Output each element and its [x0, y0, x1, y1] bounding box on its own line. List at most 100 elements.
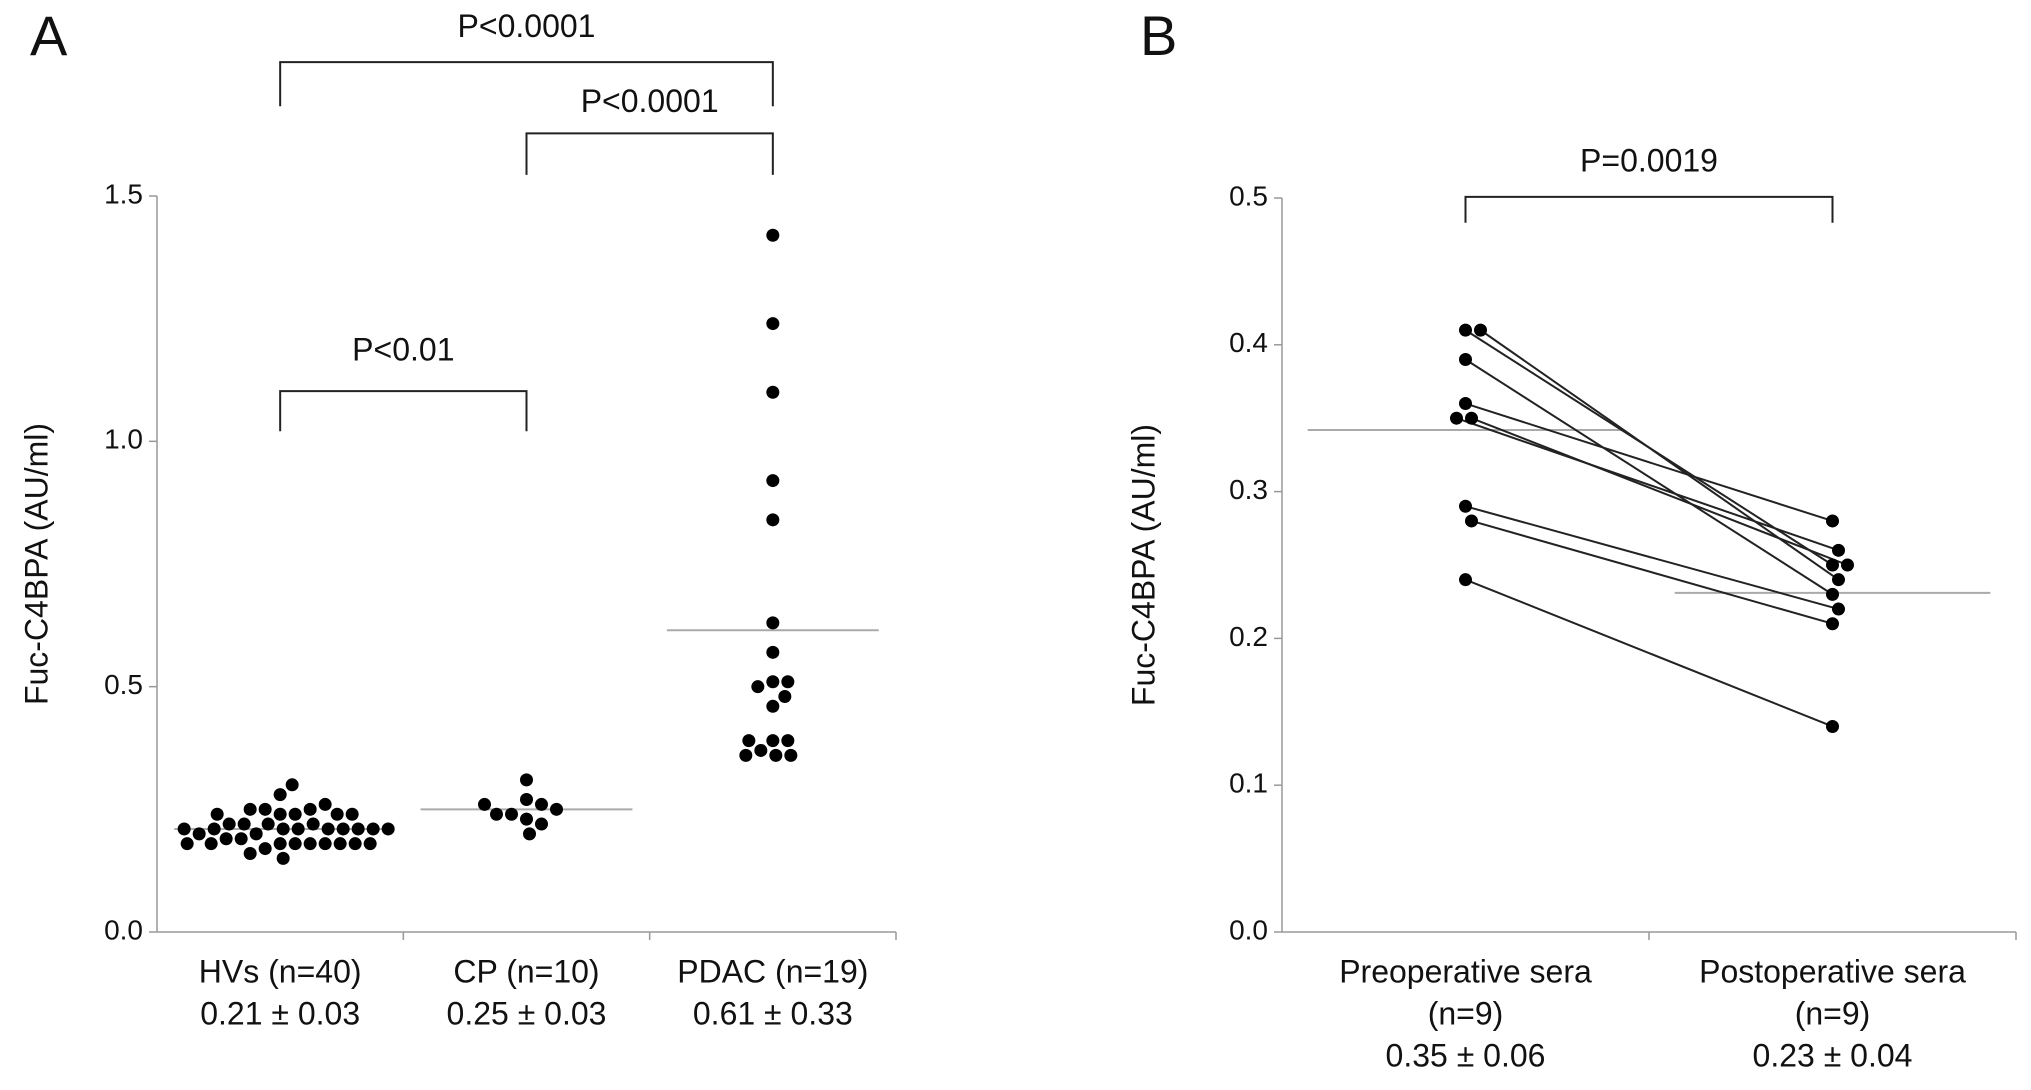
data-point — [520, 773, 533, 787]
data-point — [766, 645, 780, 659]
data-point — [490, 807, 503, 821]
pair-line — [1465, 402, 1833, 522]
x-tick-label: Postoperative sera — [1699, 953, 1966, 989]
panel-label: B — [1140, 4, 1177, 67]
data-point — [336, 822, 350, 836]
data-point — [781, 675, 795, 689]
data-point — [291, 822, 305, 836]
pair-line — [1456, 417, 1839, 552]
x-tick-label: (n=9) — [1428, 995, 1504, 1031]
data-point — [766, 385, 780, 399]
x-tick-label: Preoperative sera — [1339, 953, 1592, 989]
significance-bracket — [279, 61, 774, 107]
pair-line — [1464, 358, 1834, 596]
y-tick-label: 0.3 — [1229, 474, 1268, 505]
data-point — [766, 228, 780, 242]
data-point — [207, 822, 221, 836]
data-point — [366, 822, 380, 836]
data-point — [330, 807, 344, 821]
data-point — [285, 778, 299, 792]
y-tick-label: 0.0 — [104, 914, 143, 945]
data-point — [204, 837, 218, 851]
data-point — [1459, 352, 1472, 366]
data-point — [363, 837, 377, 851]
data-point — [1459, 499, 1472, 513]
data-point — [210, 807, 224, 821]
data-point — [273, 837, 287, 851]
data-point — [520, 793, 533, 807]
data-point — [348, 837, 362, 851]
data-point — [318, 837, 332, 851]
data-point — [739, 748, 753, 762]
data-point — [1465, 411, 1478, 425]
y-tick-label: 0.5 — [104, 669, 143, 700]
significance-bracket — [1464, 195, 1834, 223]
y-tick-label: 0.0 — [1229, 914, 1268, 945]
pair-line — [1471, 519, 1833, 625]
data-point — [766, 317, 780, 331]
data-point — [306, 817, 320, 831]
p-value: P=0.0019 — [1580, 143, 1718, 179]
y-axis-title: Fuc-C4BPA (AU/ml) — [18, 423, 54, 705]
x-tick-label: 0.61 ± 0.33 — [693, 995, 853, 1031]
p-value: P<0.0001 — [581, 83, 719, 119]
data-point — [180, 837, 194, 851]
data-point — [345, 807, 359, 821]
data-point — [333, 837, 347, 851]
data-point — [303, 802, 317, 816]
data-point — [192, 827, 206, 841]
x-tick-label: 0.21 ± 0.03 — [200, 995, 360, 1031]
pair-line — [1465, 578, 1833, 728]
data-point — [535, 797, 548, 811]
significance-bracket — [279, 390, 528, 432]
data-point — [535, 817, 548, 831]
data-point — [1465, 514, 1478, 528]
data-point — [505, 807, 518, 821]
data-point — [766, 616, 780, 630]
data-point — [381, 822, 395, 836]
data-point — [258, 802, 272, 816]
data-point — [754, 743, 768, 757]
data-point — [219, 832, 233, 846]
data-point — [237, 817, 251, 831]
x-tick-label: (n=9) — [1795, 995, 1871, 1031]
data-point — [751, 680, 765, 694]
data-point — [766, 734, 780, 748]
x-tick-label: 0.23 ± 0.04 — [1753, 1037, 1913, 1073]
data-point — [273, 807, 287, 821]
data-point — [222, 817, 236, 831]
data-point — [1459, 573, 1472, 587]
data-point — [1841, 558, 1854, 572]
y-tick-label: 1.0 — [104, 424, 143, 455]
data-point — [478, 797, 491, 811]
p-value: P<0.01 — [352, 332, 454, 368]
x-tick-label: 0.25 ± 0.03 — [447, 995, 607, 1031]
data-point — [234, 832, 248, 846]
data-point — [1450, 411, 1463, 425]
y-axis-title: Fuc-C4BPA (AU/ml) — [1125, 424, 1161, 706]
data-point — [766, 675, 780, 689]
data-point — [520, 812, 533, 826]
data-point — [1826, 514, 1839, 528]
data-point — [1826, 558, 1839, 572]
data-point — [276, 851, 290, 865]
data-point — [742, 734, 756, 748]
data-point — [258, 842, 272, 856]
data-point — [276, 822, 290, 836]
data-point — [523, 827, 536, 841]
data-point — [1832, 573, 1845, 587]
data-point — [1832, 602, 1845, 616]
data-point — [766, 699, 780, 713]
p-value: P<0.0001 — [458, 8, 596, 44]
data-point — [321, 822, 335, 836]
data-point — [550, 802, 563, 816]
data-point — [766, 513, 780, 527]
pair-line — [1465, 505, 1839, 611]
y-tick-label: 1.5 — [104, 178, 143, 209]
data-point — [243, 802, 257, 816]
data-point — [273, 788, 287, 802]
data-point — [261, 817, 275, 831]
x-tick-label: PDAC (n=19) — [677, 953, 868, 989]
data-point — [778, 689, 792, 703]
